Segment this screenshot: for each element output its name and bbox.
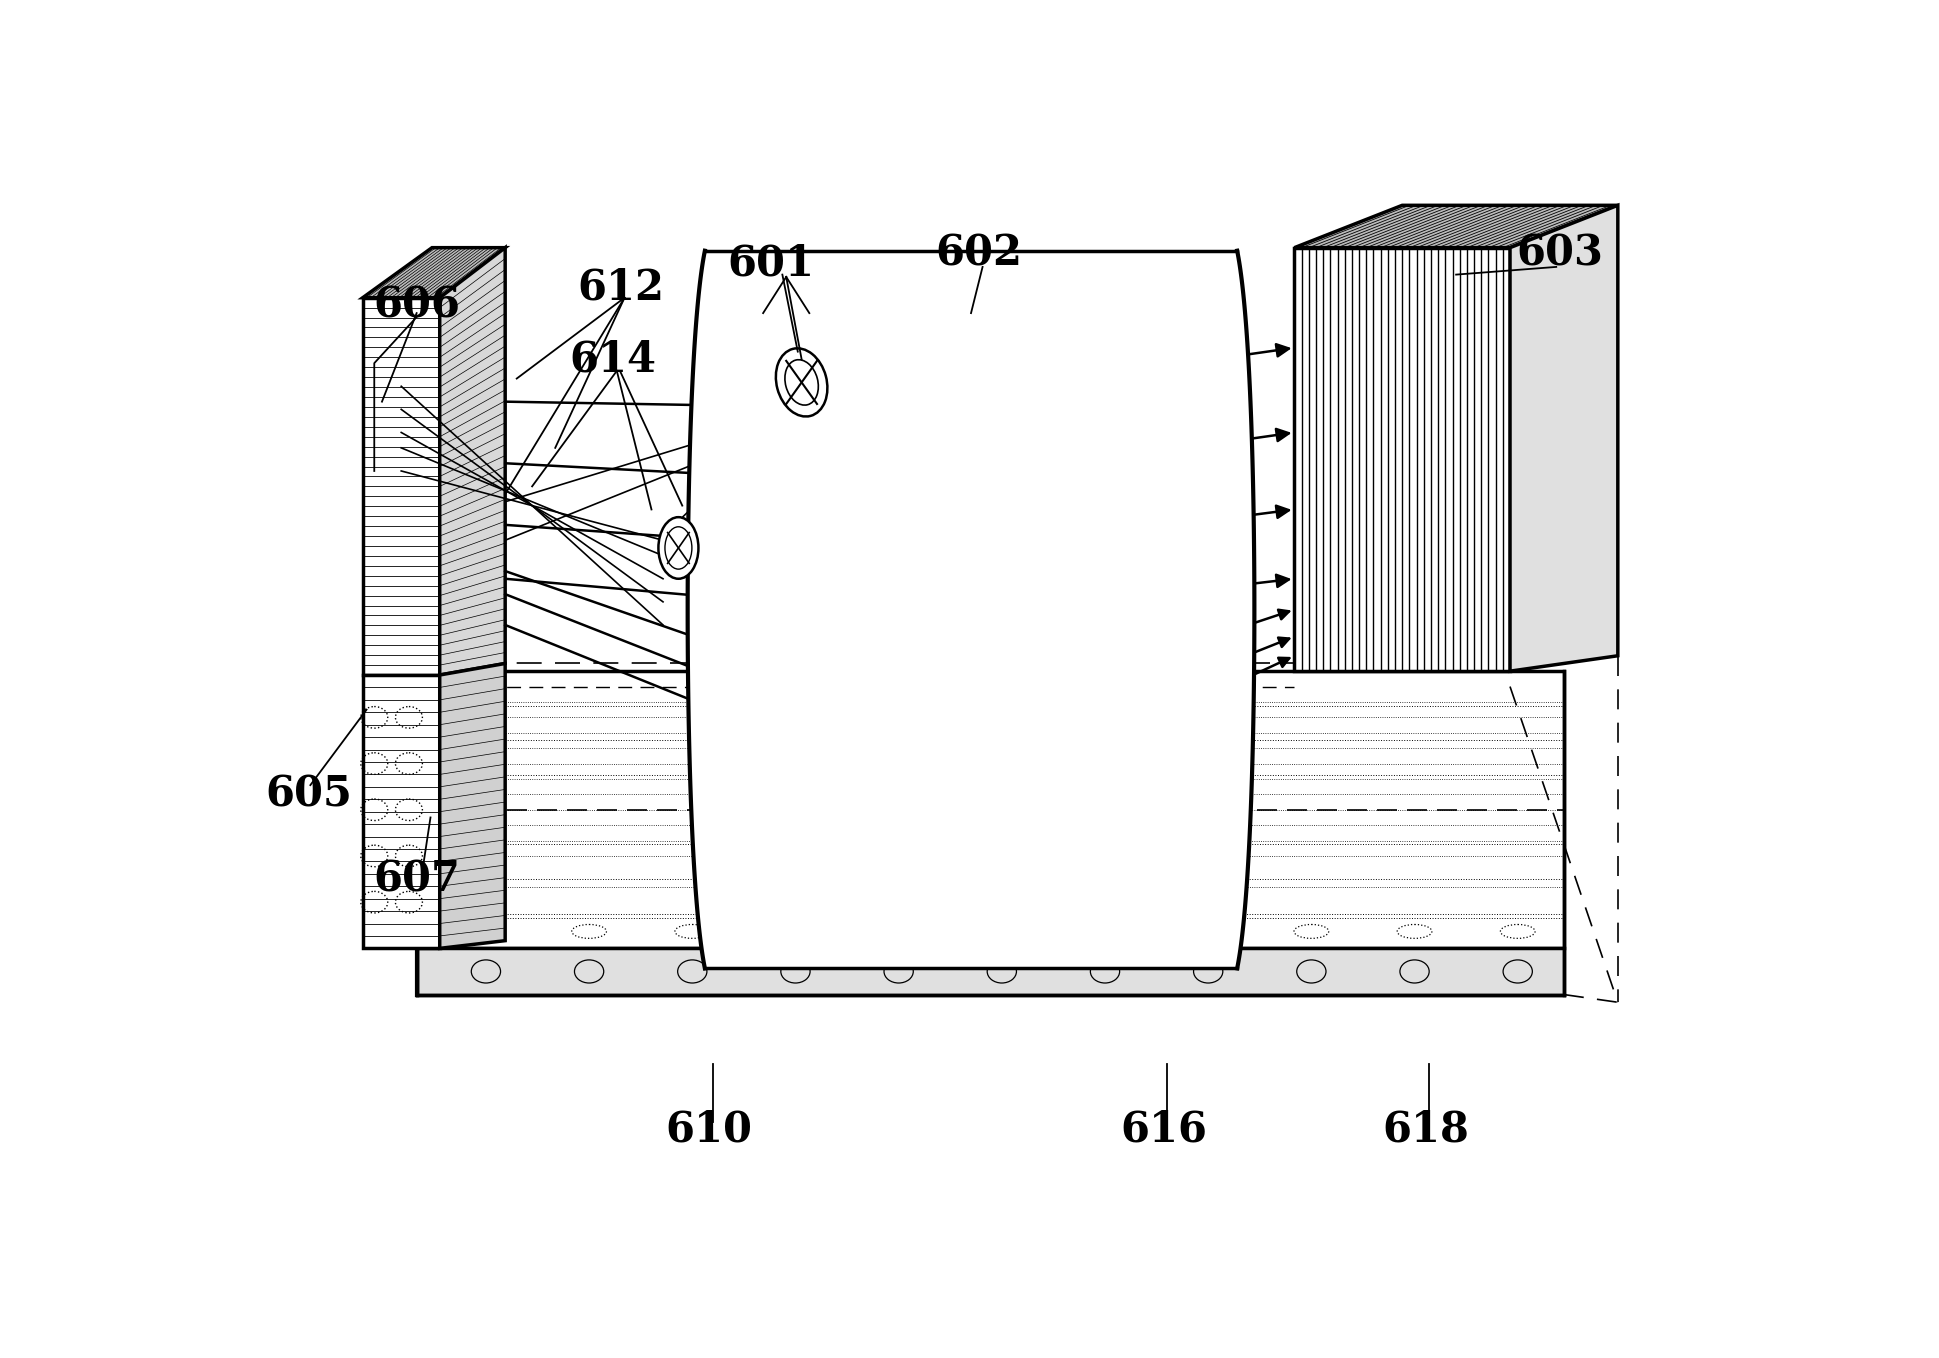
Text: 607: 607 bbox=[372, 858, 460, 900]
Polygon shape bbox=[363, 247, 506, 297]
Polygon shape bbox=[417, 948, 1565, 994]
Text: 618: 618 bbox=[1383, 1108, 1468, 1150]
Ellipse shape bbox=[659, 517, 698, 579]
Polygon shape bbox=[440, 664, 506, 948]
Polygon shape bbox=[363, 675, 440, 948]
Text: 610: 610 bbox=[665, 1108, 752, 1150]
Polygon shape bbox=[1510, 205, 1617, 671]
Polygon shape bbox=[363, 297, 440, 675]
Text: 601: 601 bbox=[727, 242, 814, 284]
Polygon shape bbox=[688, 251, 1255, 968]
Text: 602: 602 bbox=[935, 232, 1022, 274]
Ellipse shape bbox=[776, 348, 828, 417]
Text: 616: 616 bbox=[1121, 1108, 1206, 1150]
Text: 605: 605 bbox=[266, 773, 353, 815]
Polygon shape bbox=[1295, 205, 1617, 247]
Polygon shape bbox=[417, 671, 1565, 948]
Text: 606: 606 bbox=[372, 284, 460, 326]
Text: 614: 614 bbox=[570, 338, 657, 380]
Polygon shape bbox=[1295, 247, 1510, 671]
Text: 603: 603 bbox=[1516, 232, 1604, 274]
Polygon shape bbox=[440, 247, 506, 675]
Text: 612: 612 bbox=[578, 266, 665, 308]
